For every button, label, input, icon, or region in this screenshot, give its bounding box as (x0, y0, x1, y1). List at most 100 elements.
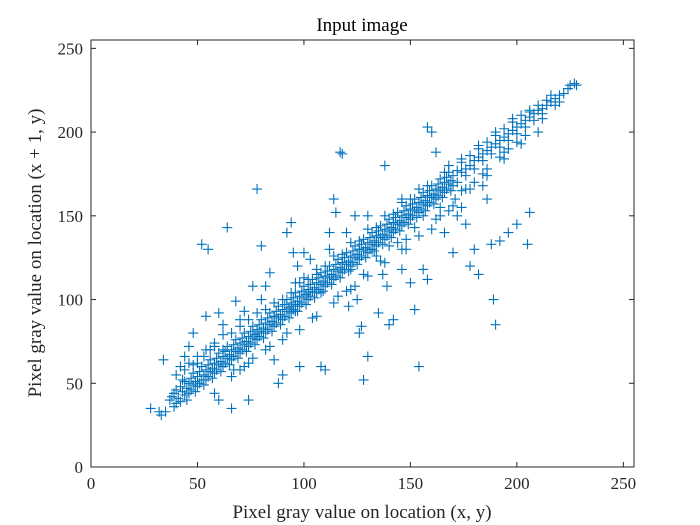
y-tick-label: 200 (58, 123, 84, 142)
data-point (424, 197, 435, 208)
data-point (430, 147, 441, 158)
data-point (324, 227, 335, 238)
data-point (267, 326, 277, 337)
data-point (252, 184, 263, 195)
data-point (343, 266, 354, 277)
data-point (275, 319, 286, 330)
data-point (571, 80, 582, 91)
data-point (469, 163, 480, 174)
data-point (341, 227, 352, 238)
data-point (269, 311, 280, 322)
data-point (294, 277, 305, 288)
data-point (222, 222, 233, 233)
data-point (258, 323, 269, 334)
data-point (405, 277, 416, 288)
data-point (188, 328, 199, 339)
data-point (490, 127, 501, 138)
x-axis: 0 50 100 150 200 250 (87, 40, 636, 493)
data-point (386, 222, 397, 233)
data-point (303, 287, 314, 298)
data-point (190, 376, 201, 387)
data-point (286, 217, 297, 228)
data-point (296, 297, 307, 308)
data-point (294, 324, 305, 335)
data-point (232, 353, 243, 364)
data-point (345, 251, 356, 262)
data-point (396, 264, 407, 275)
data-point (545, 90, 556, 101)
data-point (260, 317, 271, 328)
data-point (426, 224, 437, 235)
data-point (439, 177, 450, 188)
data-point (320, 261, 331, 272)
data-point (520, 130, 531, 141)
data-point (260, 281, 271, 292)
data-point (213, 307, 224, 318)
data-point (554, 96, 565, 107)
data-point (379, 257, 390, 268)
data-point (486, 239, 497, 250)
data-point (264, 267, 275, 278)
data-point (377, 269, 388, 280)
data-point (203, 371, 214, 382)
data-point (252, 307, 263, 318)
data-point (369, 245, 380, 256)
data-point (441, 184, 452, 195)
x-tick-label: 150 (398, 474, 424, 493)
data-point (301, 299, 312, 310)
data-point (330, 207, 341, 218)
data-point (511, 219, 522, 230)
data-point (183, 358, 194, 369)
data-point (437, 192, 448, 203)
data-point (528, 115, 539, 126)
data-point (281, 227, 292, 238)
data-point (243, 358, 254, 369)
data-point (211, 364, 222, 375)
data-point (420, 205, 431, 216)
data-point (179, 389, 190, 400)
data-point (456, 202, 467, 213)
data-point (328, 194, 339, 205)
data-point (315, 287, 326, 298)
data-point (243, 314, 254, 325)
data-point (279, 311, 290, 322)
data-point (362, 237, 373, 248)
data-point (181, 383, 192, 394)
data-point (215, 356, 226, 367)
data-point (413, 197, 424, 208)
data-point (337, 249, 348, 260)
data-point (286, 301, 297, 312)
data-point (377, 239, 388, 250)
data-point (460, 170, 471, 181)
data-point (420, 195, 431, 206)
data-point (226, 403, 237, 414)
data-point (145, 403, 156, 414)
data-point (288, 247, 299, 258)
data-point (284, 312, 295, 323)
data-point (388, 209, 399, 220)
data-point (256, 240, 267, 251)
data-point (183, 378, 194, 389)
data-point (245, 338, 256, 349)
data-point (477, 168, 488, 179)
data-point (388, 314, 399, 325)
y-tick-label: 100 (58, 291, 84, 310)
data-point (200, 364, 211, 375)
data-point (373, 237, 384, 248)
data-point (175, 396, 186, 407)
data-point (200, 311, 211, 322)
data-point (183, 341, 194, 352)
data-point (377, 229, 388, 240)
data-point (186, 384, 197, 395)
data-point (430, 214, 441, 225)
y-tick-label: 50 (66, 374, 83, 393)
data-point (469, 244, 480, 255)
data-point (247, 353, 258, 364)
data-point (401, 234, 412, 245)
data-point (379, 224, 390, 235)
data-point (394, 225, 405, 236)
data-point (384, 319, 395, 330)
data-point (448, 247, 458, 258)
data-point (192, 351, 203, 362)
data-point (379, 160, 390, 171)
